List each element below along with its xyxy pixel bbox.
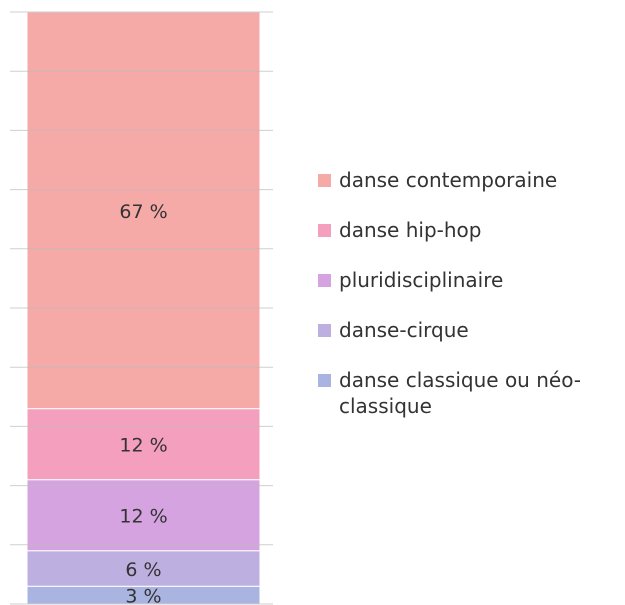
bar-segment (26, 11, 261, 410)
legend-label: danse classique ou néo-classique (339, 368, 582, 418)
legend-label: danse hip-hop (339, 218, 482, 242)
legend-swatch (318, 324, 331, 337)
legend-swatch (318, 374, 331, 387)
legend-item: danse hip-hop (314, 217, 619, 243)
data-label: 3 % (125, 586, 161, 605)
legend-item: danse classique ou néo-classique (314, 367, 619, 419)
legend-item: danse-cirque (314, 317, 619, 343)
legend-item: danse contemporaine (314, 167, 619, 193)
data-label: 67 % (119, 201, 167, 223)
bar-segment (26, 408, 261, 481)
legend-swatch (318, 174, 331, 187)
legend-label: danse-cirque (339, 318, 469, 342)
legend-swatch (318, 274, 331, 287)
legend-item: pluridisciplinaire (314, 267, 619, 293)
data-label: 12 % (119, 506, 167, 528)
bar-segment (26, 550, 261, 587)
legend-label: pluridisciplinaire (339, 268, 504, 292)
legend-label: danse contemporaine (339, 168, 558, 192)
legend-swatch (318, 224, 331, 237)
data-label: 12 % (119, 435, 167, 457)
legend: danse contemporaine danse hip-hop pluridis… (314, 167, 619, 443)
data-label: 6 % (125, 559, 161, 581)
